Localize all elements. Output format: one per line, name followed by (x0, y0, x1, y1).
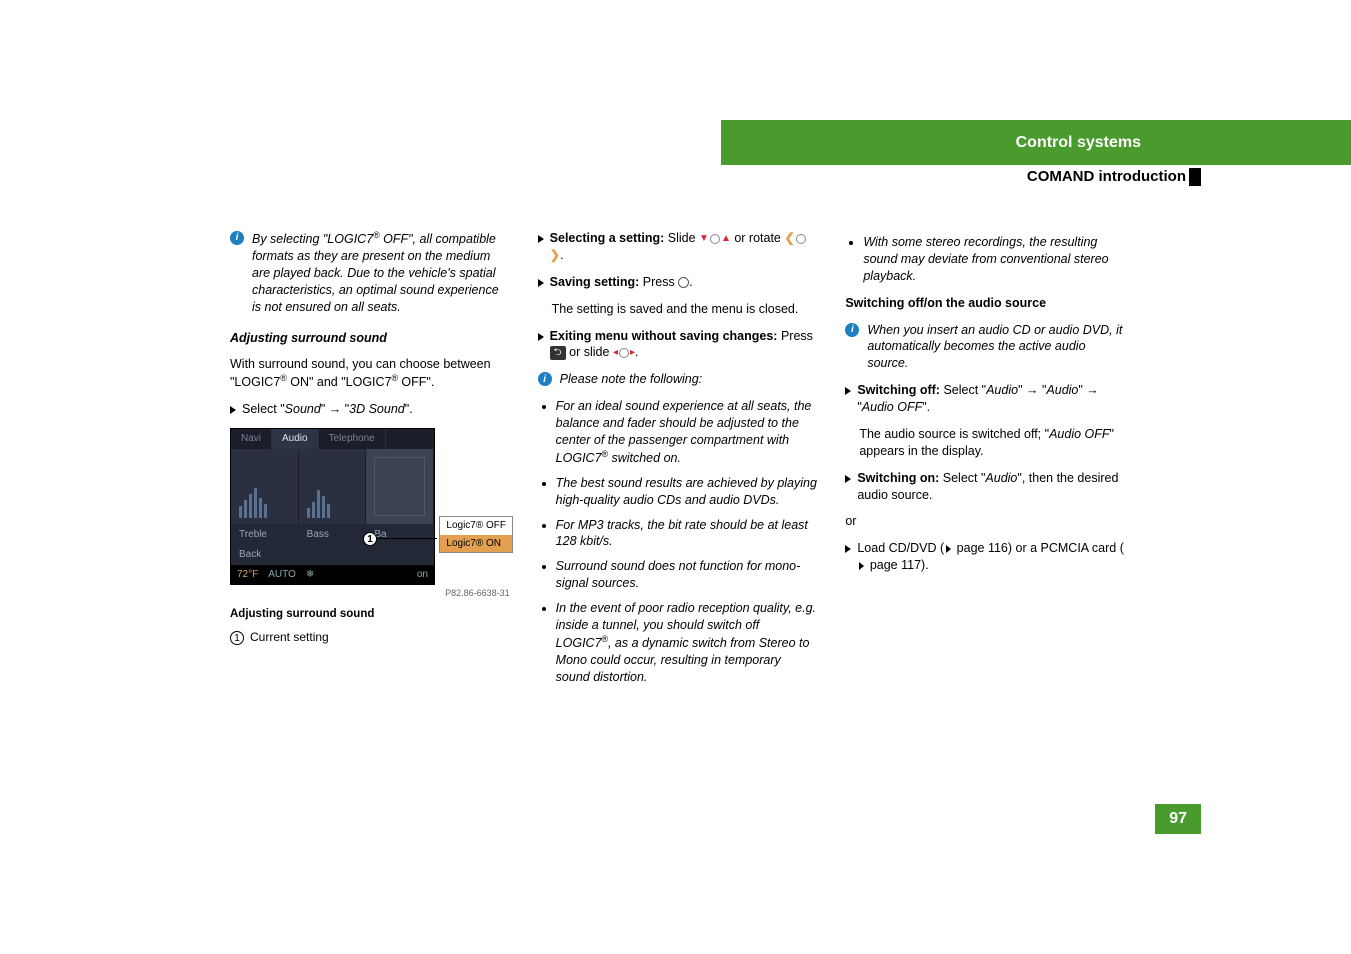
info-icon: i (845, 323, 859, 337)
step-text: page 117). (866, 558, 928, 572)
menu-path: Audio (1046, 383, 1078, 397)
step-arrow-icon (845, 475, 851, 483)
or-text: or (845, 513, 1125, 530)
menu-path: 3D Sound (349, 402, 405, 416)
slide-left-icon: ◂ (613, 347, 618, 358)
dial-icon (710, 234, 720, 244)
step-label: Switching off: (857, 383, 940, 397)
screenshot-temp: 72°F (237, 568, 258, 582)
slide-up-icon: ▲ (721, 233, 731, 244)
note-item: For an ideal sound experience at all sea… (556, 399, 812, 465)
legend-number-icon: 1 (230, 631, 244, 645)
popup-option-on: Logic7® ON (440, 535, 512, 553)
legend-text: Current setting (250, 630, 329, 644)
step-label: Saving setting: (550, 275, 640, 289)
surround-text: OFF". (398, 375, 434, 389)
step-text: Press (639, 275, 678, 289)
menu-path: Audio (986, 383, 1018, 397)
page-ref-icon (859, 562, 864, 570)
heading-switching: Switching off/on the audio source (845, 295, 1125, 312)
screenshot-treble: Treble (231, 524, 299, 546)
step-text: ". (405, 402, 413, 416)
column-2: Selecting a setting: Slide ▼▲ or rotate … (538, 230, 818, 694)
screenshot-tab-telephone: Telephone (319, 429, 386, 449)
figure-caption: Adjusting surround sound (230, 607, 510, 623)
step-text: . (689, 275, 692, 289)
step-text: . (560, 248, 563, 262)
step-text: ". (922, 400, 930, 414)
step-text: Load CD/DVD ( (857, 541, 944, 555)
back-button-icon: ⮌ (550, 346, 566, 360)
subheader: COMAND introduction (226, 168, 1186, 185)
press-icon (678, 277, 689, 288)
step-text: Select " (242, 402, 285, 416)
screenshot-tab-navi: Navi (231, 429, 272, 449)
result-text: The setting is saved and the menu is clo… (538, 301, 818, 318)
page-ref-icon (946, 545, 951, 553)
menu-path: Sound (285, 402, 321, 416)
step-text: " → " (1018, 383, 1046, 397)
step-arrow-icon (845, 387, 851, 395)
step-label: Selecting a setting: (550, 231, 665, 245)
step-arrow-icon (845, 545, 851, 553)
step-text: Slide (664, 231, 699, 245)
note-item: Surround sound does not function for mon… (556, 558, 818, 592)
info-text: By selecting "LOGIC7 (252, 232, 373, 246)
screenshot-popup: Logic7® OFF Logic7® ON (439, 516, 513, 553)
info-icon: i (538, 372, 552, 386)
info-icon: i (230, 231, 244, 245)
step-arrow-icon (538, 235, 544, 243)
step-text: Press (777, 329, 812, 343)
step-text: or rotate (731, 231, 785, 245)
screenshot-on: on (417, 568, 428, 582)
result-text: The audio source is switched off; " (859, 427, 1049, 441)
column-3: With some stereo recordings, the resulti… (845, 230, 1125, 694)
popup-option-off: Logic7® OFF (440, 517, 512, 535)
note-item: switched on. (608, 451, 681, 465)
step-text: page 116) or a PCMCIA card ( (953, 541, 1124, 555)
column-1: i By selecting "LOGIC7® OFF", all compat… (230, 230, 510, 694)
header-band: Control systems (721, 120, 1351, 165)
edge-tab (1189, 168, 1201, 186)
menu-path: Audio OFF (862, 400, 922, 414)
rotate-right-icon: ❯ (550, 248, 560, 262)
rotate-left-icon: ❮ (784, 231, 794, 245)
step-text: . (635, 345, 638, 359)
info-intro: Please note the following: (560, 371, 702, 388)
note-item: The best sound results are achieved by p… (556, 475, 818, 509)
comand-screenshot: Navi Audio Telephone Treble (230, 428, 435, 585)
result-text: Audio OFF (1049, 427, 1109, 441)
page-content: i By selecting "LOGIC7® OFF", all compat… (230, 230, 1125, 694)
notes-list: For an ideal sound experience at all sea… (538, 398, 818, 685)
dial-icon (619, 348, 629, 358)
dial-icon (796, 234, 806, 244)
step-arrow-icon (538, 279, 544, 287)
callout-line (377, 538, 437, 539)
step-arrow-icon (230, 406, 236, 414)
screenshot-bass: Bass (299, 524, 367, 546)
note-item: With some stereo recordings, the resulti… (863, 234, 1125, 285)
page-number: 97 (1155, 804, 1201, 834)
legend-1: 1 Current setting (230, 629, 510, 645)
screenshot-ba: Ba (366, 524, 434, 546)
menu-path: Audio (985, 471, 1017, 485)
screenshot-auto: AUTO (268, 568, 296, 582)
screenshot-back: Back (231, 545, 434, 565)
surround-text: ON" and "LOGIC7 (287, 375, 392, 389)
step-text: Select " (939, 471, 985, 485)
note-item: For MP3 tracks, the bit rate should be a… (556, 517, 818, 551)
step-text: Select " (940, 383, 986, 397)
info-text: When you insert an audio CD or audio DVD… (867, 322, 1125, 373)
notes-list-cont: With some stereo recordings, the resulti… (845, 234, 1125, 285)
figure-reference: P82.86-6638-31 (230, 587, 510, 599)
step-label: Switching on: (857, 471, 939, 485)
step-text: " → " (321, 402, 349, 416)
heading-adjusting: Adjusting surround sound (230, 330, 510, 347)
slide-down-icon: ▼ (699, 233, 709, 244)
step-arrow-icon (538, 333, 544, 341)
step-label: Exiting menu without saving changes: (550, 329, 778, 343)
screenshot-tab-audio: Audio (272, 429, 319, 449)
step-text: or slide (566, 345, 613, 359)
